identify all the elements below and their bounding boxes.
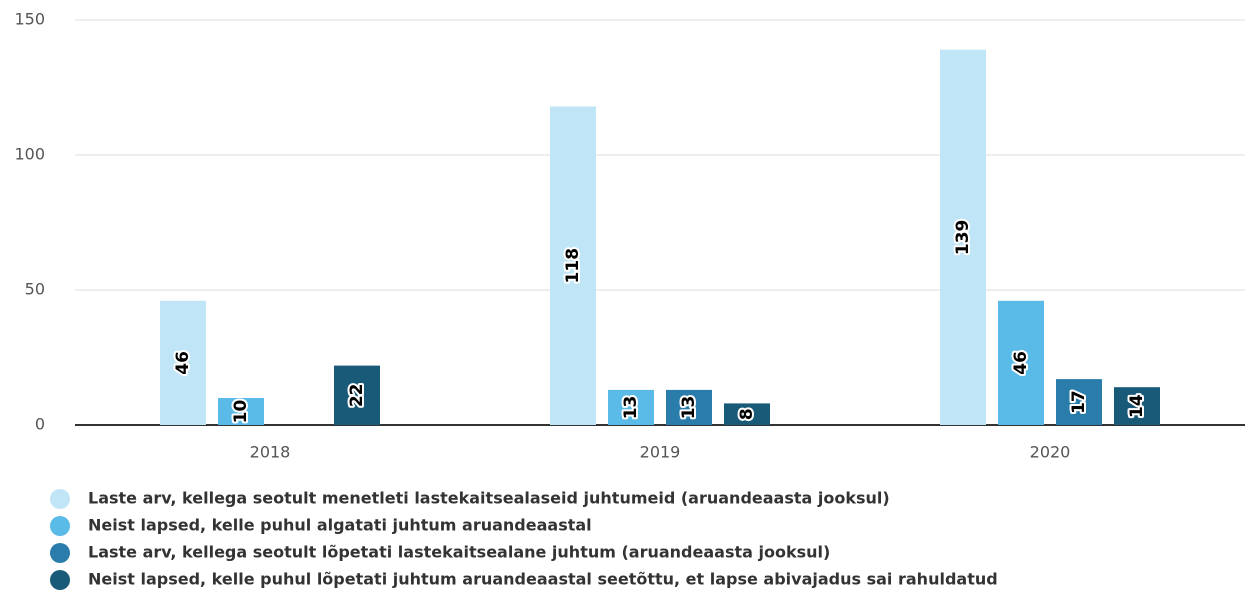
bar bbox=[724, 403, 770, 425]
y-tick-label: 100 bbox=[14, 145, 45, 164]
bar bbox=[1114, 387, 1160, 425]
legend-label: Neist lapsed, kelle puhul algatati juhtu… bbox=[88, 516, 592, 535]
value-label: 13 bbox=[679, 396, 699, 420]
y-tick-label: 50 bbox=[25, 280, 45, 299]
bar bbox=[550, 106, 596, 426]
value-label: 139 bbox=[953, 220, 973, 256]
value-label: 22 bbox=[347, 383, 367, 407]
value-label: 8 bbox=[737, 408, 757, 420]
x-tick-label: 2020 bbox=[1030, 443, 1071, 462]
legend-marker bbox=[50, 543, 70, 563]
bar bbox=[1056, 379, 1102, 425]
value-label: 10 bbox=[231, 400, 251, 424]
value-label: 17 bbox=[1069, 390, 1089, 414]
x-tick-label: 2019 bbox=[640, 443, 681, 462]
bar bbox=[940, 49, 986, 425]
value-label: 14 bbox=[1127, 394, 1147, 418]
legend-marker bbox=[50, 516, 70, 536]
x-tick-label: 2018 bbox=[250, 443, 291, 462]
value-label: 13 bbox=[621, 396, 641, 420]
bar bbox=[998, 300, 1044, 425]
y-tick-label: 0 bbox=[35, 415, 45, 434]
bar bbox=[608, 389, 654, 425]
value-label: 46 bbox=[173, 351, 193, 375]
y-tick-label: 150 bbox=[14, 10, 45, 29]
bar bbox=[160, 300, 206, 425]
legend-label: Laste arv, kellega seotult lõpetati last… bbox=[88, 543, 830, 562]
bar bbox=[218, 398, 264, 425]
bar bbox=[666, 389, 712, 425]
legend-label: Laste arv, kellega seotult menetleti las… bbox=[88, 489, 890, 508]
legend-marker bbox=[50, 570, 70, 590]
legend-marker bbox=[50, 489, 70, 509]
value-label: 46 bbox=[1011, 351, 1031, 375]
value-label: 118 bbox=[563, 248, 583, 284]
bar bbox=[334, 365, 380, 425]
legend-label: Neist lapsed, kelle puhul lõpetati juhtu… bbox=[88, 570, 998, 589]
